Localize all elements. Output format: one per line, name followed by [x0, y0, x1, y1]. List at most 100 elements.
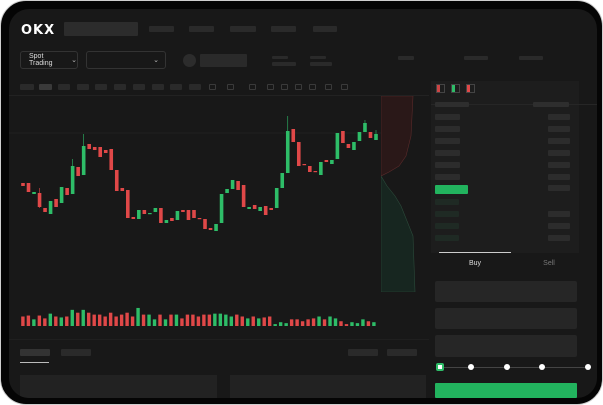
market-selector-label: Spot Trading: [29, 53, 53, 67]
amount-slider-handle[interactable]: [436, 363, 444, 371]
nav-item[interactable]: [149, 26, 174, 32]
candle-body: [236, 181, 240, 190]
candle: [131, 217, 136, 219]
candle: [330, 160, 334, 164]
candle: [374, 130, 378, 140]
nav-item[interactable]: [271, 26, 296, 32]
filter-button[interactable]: [348, 349, 378, 356]
chart-tool-icon[interactable]: [227, 84, 234, 90]
tab-buy[interactable]: Buy: [468, 260, 482, 267]
volume-bar: [48, 313, 53, 326]
timeframe-button[interactable]: [39, 84, 52, 90]
coin-avatar: [183, 54, 196, 67]
candle-body: [263, 206, 268, 215]
amount-input[interactable]: [435, 308, 577, 329]
tab-order-history[interactable]: [61, 349, 91, 356]
volume-bar: [366, 321, 371, 326]
chart-tool-icon[interactable]: [295, 84, 302, 90]
candle: [26, 183, 31, 192]
chart-tool-icon[interactable]: [209, 84, 216, 90]
tab-open-orders[interactable]: [20, 349, 50, 356]
volume-bar: [278, 322, 283, 326]
tab-sell[interactable]: Sell: [543, 260, 555, 267]
candle-body: [148, 213, 152, 215]
chart-tool-icon[interactable]: [267, 84, 274, 90]
candle: [59, 187, 64, 203]
chart-tool-icon[interactable]: [325, 84, 332, 90]
candle: [346, 144, 351, 148]
candle: [247, 207, 251, 209]
order-book-view-both-icon[interactable]: [436, 84, 445, 93]
volume-bar: [114, 316, 118, 326]
filter-button[interactable]: [387, 349, 417, 356]
timeframe-button[interactable]: [20, 84, 34, 90]
chart-tool-icon[interactable]: [281, 84, 288, 90]
timeframe-button[interactable]: [95, 84, 107, 90]
candle-body: [131, 217, 136, 219]
candlestick-chart[interactable]: [9, 9, 429, 339]
candle: [335, 133, 340, 159]
candle: [363, 120, 367, 132]
chart-tool-icon[interactable]: [309, 84, 316, 90]
timeframe-button[interactable]: [133, 84, 145, 90]
depth-bids-area: [381, 175, 416, 292]
slider-step-25[interactable]: [468, 364, 474, 370]
volume-bar: [235, 314, 239, 326]
volume-bar: [65, 316, 69, 326]
candle: [274, 188, 279, 208]
timeframe-button[interactable]: [189, 84, 201, 90]
candle: [352, 142, 356, 150]
candle: [219, 194, 224, 223]
candle: [285, 116, 290, 173]
orders-card: [20, 375, 217, 398]
volume-bar: [174, 314, 179, 326]
volume-bar: [224, 314, 228, 326]
nav-item[interactable]: [313, 26, 337, 32]
price-input[interactable]: [435, 281, 577, 302]
ask-price: [435, 174, 460, 180]
chart-tool-icon[interactable]: [341, 84, 348, 90]
slider-step-100[interactable]: [585, 364, 591, 370]
volume-bar: [207, 314, 212, 326]
chart-tool-icon[interactable]: [249, 84, 256, 90]
slider-step-50[interactable]: [504, 364, 510, 370]
buy-submit-button[interactable]: [435, 383, 577, 398]
volume-bar: [81, 309, 85, 326]
amount-slider-track[interactable]: [441, 367, 591, 368]
nav-item[interactable]: [230, 26, 256, 32]
search-bar[interactable]: [64, 22, 138, 36]
timeframe-button[interactable]: [152, 84, 164, 90]
total-input[interactable]: [435, 335, 577, 357]
volume-bar: [262, 317, 266, 326]
candle-body: [241, 185, 246, 207]
timeframe-button[interactable]: [77, 84, 89, 90]
last-amount: [548, 185, 570, 191]
candle: [125, 190, 130, 218]
bid-price: [435, 211, 459, 217]
candle-body: [308, 166, 312, 172]
market-selector[interactable]: Spot Trading ⌄: [20, 51, 78, 69]
candle-body: [103, 150, 108, 153]
okx-logo[interactable]: OKX: [21, 23, 56, 38]
candle-body: [92, 147, 97, 150]
stat-value: [272, 62, 296, 66]
timeframe-button[interactable]: [114, 84, 126, 90]
depth-asks-area: [381, 96, 414, 177]
candle-body: [153, 208, 158, 212]
pair-selector[interactable]: ⌄: [86, 51, 166, 69]
timeframe-button[interactable]: [170, 84, 182, 90]
volume-bar: [317, 316, 321, 326]
bid-price: [435, 223, 459, 229]
candle-body: [81, 146, 86, 175]
timeframe-button[interactable]: [58, 84, 70, 90]
candle: [368, 132, 373, 138]
candle-body: [32, 192, 36, 194]
volume-bar: [43, 318, 47, 326]
nav-item[interactable]: [189, 26, 214, 32]
volume-bar: [267, 316, 272, 326]
ask-amount: [548, 162, 570, 168]
order-book-view-bids-icon[interactable]: [451, 84, 460, 93]
order-book-view-asks-icon[interactable]: [466, 84, 475, 93]
slider-step-75[interactable]: [539, 364, 545, 370]
volume-bar: [240, 316, 244, 326]
